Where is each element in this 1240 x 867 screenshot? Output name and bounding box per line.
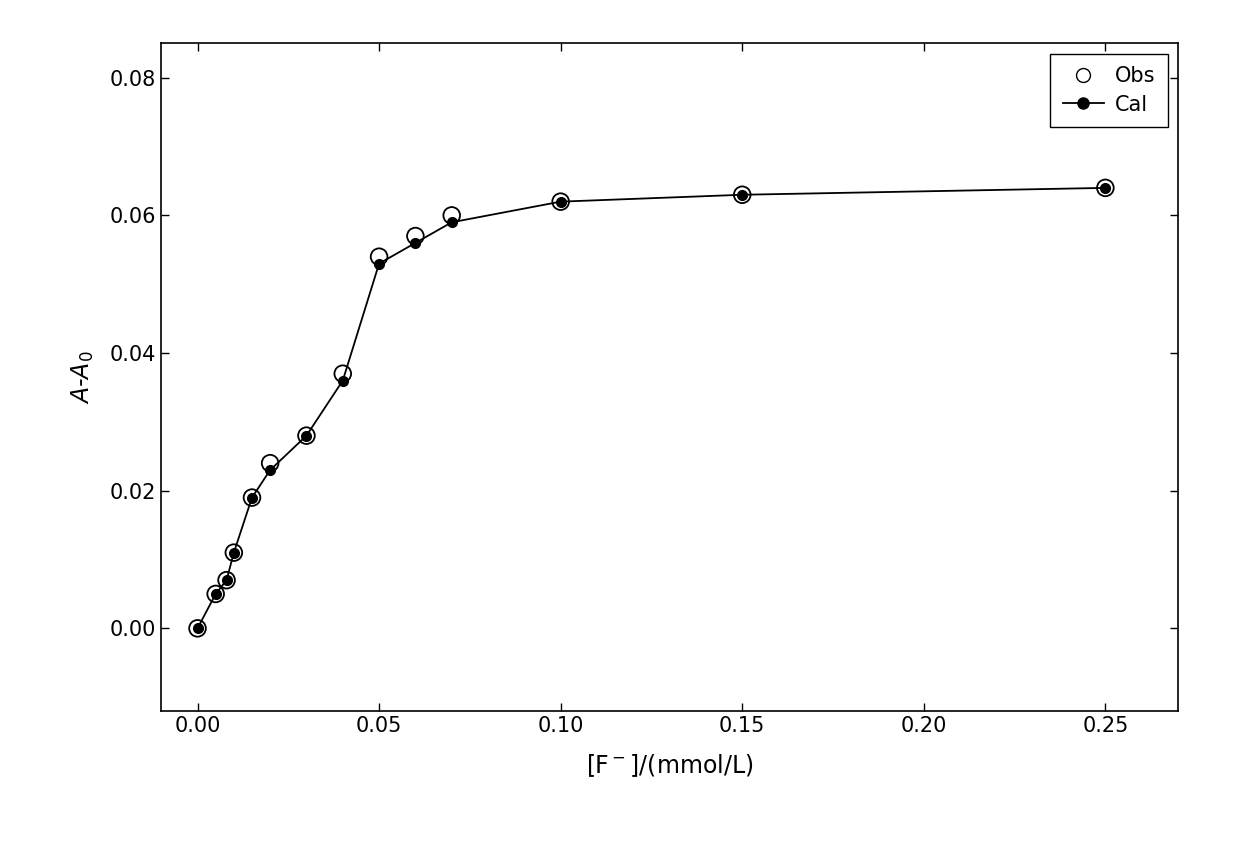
Cal — [244, 492, 259, 503]
Cal — [227, 547, 242, 557]
Cal — [190, 623, 205, 634]
Line: Cal: Cal — [192, 183, 1110, 633]
Cal — [372, 258, 387, 269]
Obs — [260, 456, 280, 470]
Obs — [733, 188, 753, 202]
Obs — [441, 208, 461, 222]
Cal — [444, 217, 459, 227]
Obs — [217, 573, 237, 587]
Cal — [1097, 183, 1112, 193]
Y-axis label: $A$-$A$$_0$: $A$-$A$$_0$ — [69, 350, 95, 404]
Cal — [735, 190, 750, 200]
Obs — [551, 195, 570, 209]
Legend: Obs, Cal: Obs, Cal — [1050, 54, 1168, 127]
Cal — [408, 238, 423, 248]
Obs — [1095, 181, 1115, 195]
Obs — [206, 587, 226, 601]
Obs — [405, 229, 425, 243]
Obs — [224, 545, 244, 559]
Obs — [370, 250, 389, 264]
Obs — [242, 491, 262, 505]
Cal — [299, 430, 314, 440]
Cal — [219, 575, 234, 585]
Cal — [208, 589, 223, 599]
Obs — [296, 428, 316, 442]
Obs — [187, 622, 207, 636]
Cal — [335, 375, 350, 386]
Cal — [553, 197, 568, 207]
Cal — [263, 465, 278, 475]
X-axis label: [F$^-$]/(mmol/L): [F$^-$]/(mmol/L) — [587, 753, 753, 779]
Obs — [332, 367, 352, 381]
